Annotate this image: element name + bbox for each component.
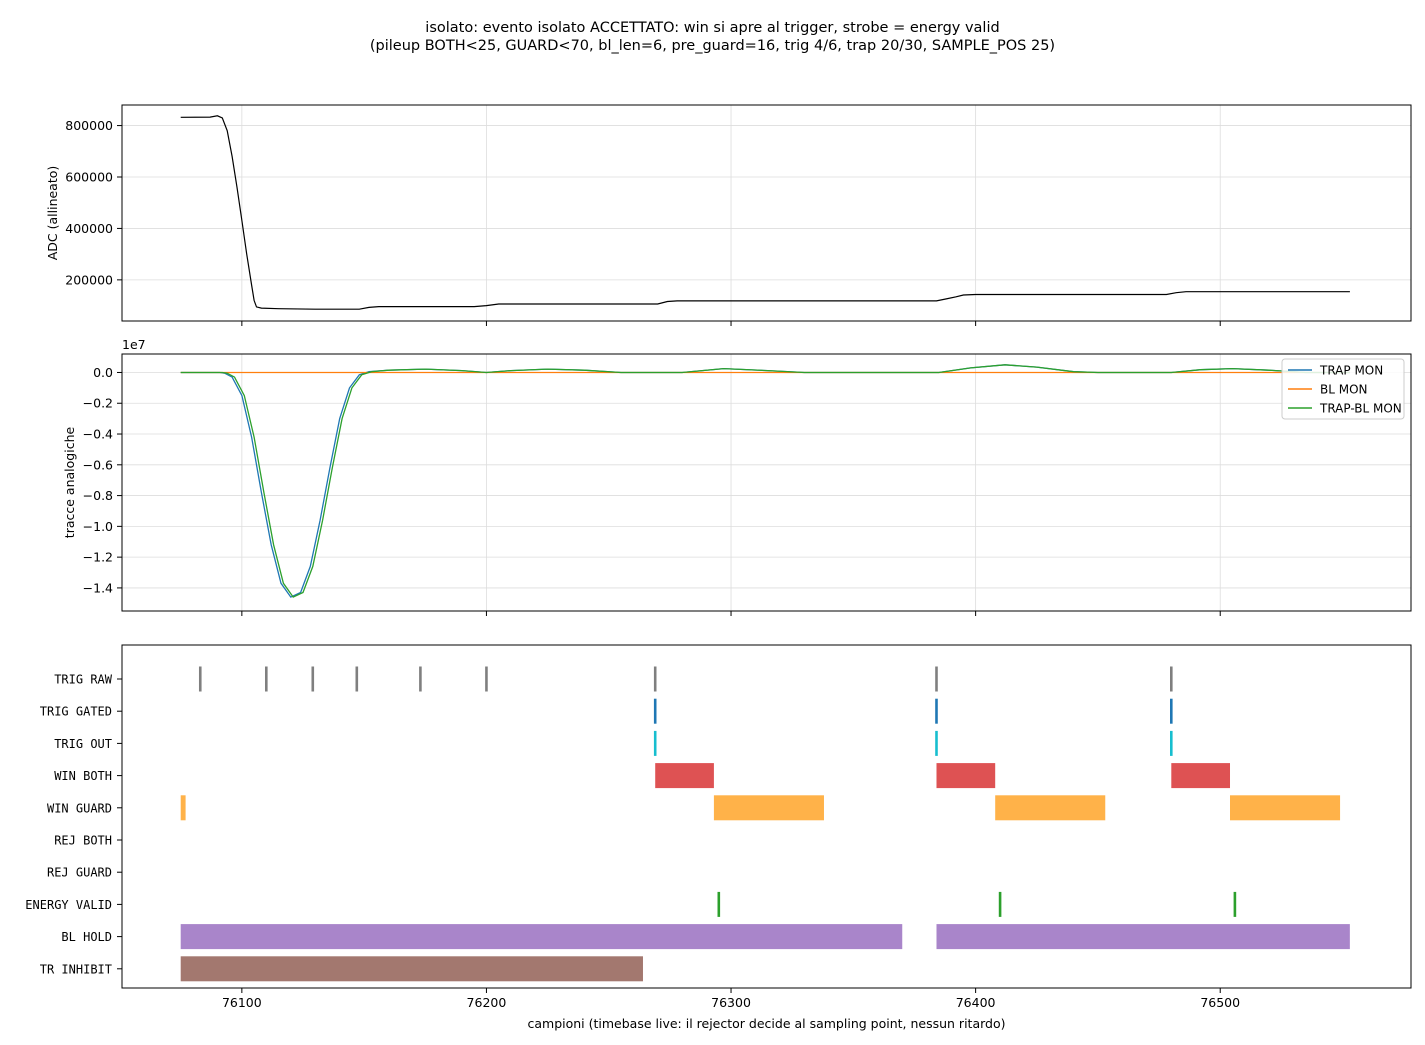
y-tick-label: 200000 <box>65 272 113 287</box>
row-label: REJ GUARD <box>47 866 112 880</box>
row-label: ENERGY VALID <box>25 898 112 912</box>
state-bar <box>995 795 1106 821</box>
x-axis-label: campioni (timebase live: il rejector dec… <box>528 1016 1006 1031</box>
y-tick-label: −0.6 <box>83 457 113 472</box>
axes-frame-3 <box>121 644 1412 989</box>
state-bar <box>180 956 643 982</box>
figure-title-line-1: isolato: evento isolato ACCETTATO: win s… <box>425 20 1000 36</box>
legend-entry: TRAP MON <box>1319 364 1383 378</box>
y-tick-label: 400000 <box>65 221 113 236</box>
y-tick-label: −0.4 <box>83 427 113 442</box>
y-tick-label: −0.8 <box>83 488 113 503</box>
y-tick-label: −1.4 <box>83 580 113 595</box>
state-bar <box>1230 795 1341 821</box>
state-bar <box>936 924 1350 950</box>
y-scale-offset-label: 1e7 <box>122 337 146 352</box>
row-label: TRIG RAW <box>54 673 113 687</box>
state-bar <box>180 795 186 821</box>
x-tick-label: 76200 <box>467 995 507 1010</box>
row-label: TRIG OUT <box>54 737 112 751</box>
figure-title-line-2: (pileup BOTH<25, GUARD<70, bl_len=6, pre… <box>369 38 1056 54</box>
row-label: WIN BOTH <box>54 769 112 783</box>
row-label: TR INHIBIT <box>40 962 112 976</box>
y-tick-label: −1.2 <box>83 550 113 565</box>
y-axis-label: ADC (allineato) <box>45 166 60 261</box>
series-line-trap-bl-mon <box>180 364 1350 598</box>
state-bar <box>180 924 903 950</box>
y-tick-label: 600000 <box>65 170 113 185</box>
legend-entry: TRAP-BL MON <box>1319 402 1402 416</box>
y-axis-label: tracce analogiche <box>62 427 77 539</box>
x-tick-label: 76500 <box>1200 995 1240 1010</box>
state-bar <box>713 795 824 821</box>
x-tick-label: 76100 <box>222 995 262 1010</box>
state-bar <box>655 763 714 789</box>
row-label: WIN GUARD <box>47 801 112 815</box>
y-tick-label: −1.0 <box>83 519 113 534</box>
legend-entry: BL MON <box>1320 383 1368 397</box>
state-bar <box>1171 763 1231 789</box>
y-tick-label: 800000 <box>65 118 113 133</box>
y-tick-label: −0.2 <box>83 396 113 411</box>
x-tick-label: 76300 <box>711 995 751 1010</box>
row-label: TRIG GATED <box>40 705 112 719</box>
state-bar <box>936 763 996 789</box>
row-label: BL HOLD <box>61 930 112 944</box>
series-line-adc <box>180 115 1350 310</box>
legend-box <box>1281 358 1405 420</box>
series-line-trap-mon <box>180 364 1350 598</box>
y-tick-label: 0.0 <box>93 365 113 380</box>
axes-frame-1 <box>121 104 1412 322</box>
x-tick-label: 76400 <box>956 995 996 1010</box>
axes-frame-2 <box>121 353 1412 612</box>
row-label: REJ BOTH <box>54 834 112 848</box>
